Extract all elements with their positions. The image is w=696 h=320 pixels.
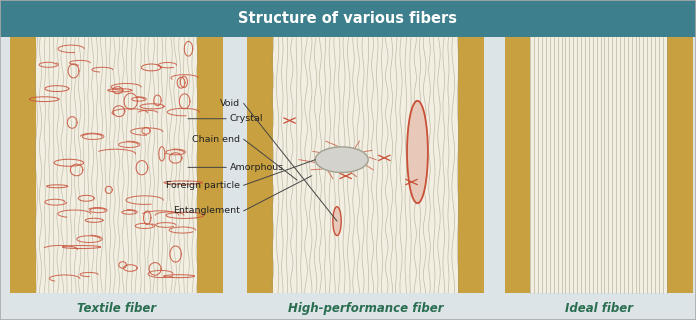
Ellipse shape — [407, 101, 428, 203]
Text: Entanglement: Entanglement — [173, 206, 240, 215]
Bar — [28, 37, 36, 293]
Bar — [675, 37, 693, 293]
Bar — [205, 37, 223, 293]
Ellipse shape — [333, 207, 341, 236]
Bar — [466, 37, 484, 293]
Bar — [505, 37, 522, 293]
Text: High-performance fiber: High-performance fiber — [287, 302, 443, 315]
Text: Foreign particle: Foreign particle — [166, 181, 240, 190]
Bar — [458, 37, 466, 293]
Bar — [530, 37, 667, 293]
Bar — [273, 37, 458, 293]
Text: Ideal fiber: Ideal fiber — [564, 302, 633, 315]
Bar — [522, 37, 530, 293]
Bar — [10, 37, 28, 293]
Bar — [247, 37, 264, 293]
FancyBboxPatch shape — [0, 0, 696, 37]
Text: Structure of various fibers: Structure of various fibers — [239, 11, 457, 26]
Text: Void: Void — [220, 99, 240, 108]
Text: Amorphous: Amorphous — [230, 163, 284, 172]
Bar — [264, 37, 273, 293]
Ellipse shape — [315, 147, 368, 172]
Bar — [667, 37, 675, 293]
Bar — [197, 37, 205, 293]
Text: Chain end: Chain end — [192, 135, 240, 144]
Text: Crystal: Crystal — [230, 114, 263, 123]
Bar — [36, 37, 197, 293]
Text: Textile fiber: Textile fiber — [77, 302, 156, 315]
